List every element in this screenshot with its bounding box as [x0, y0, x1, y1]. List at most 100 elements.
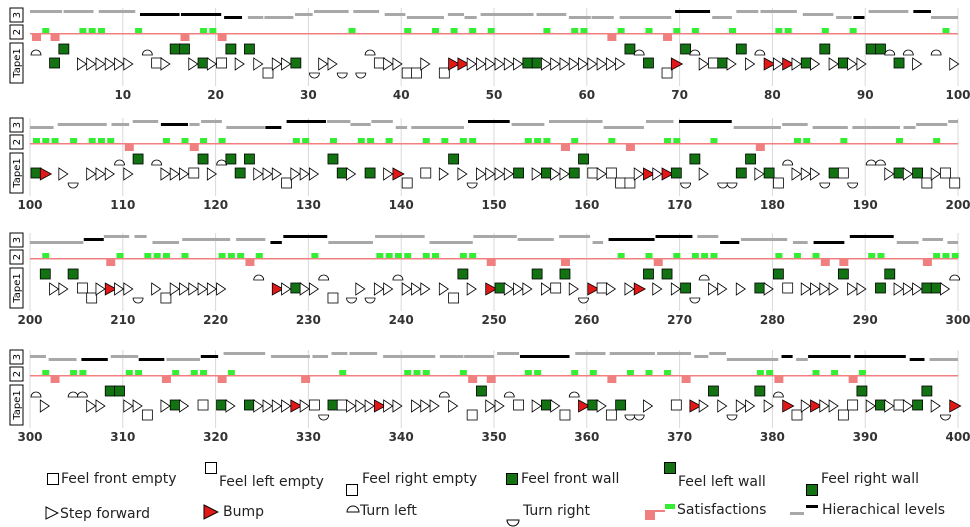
level-bar-black — [200, 355, 219, 358]
level-bar-black — [853, 16, 865, 19]
turn-left-mark — [30, 49, 42, 56]
step-forward-mark — [160, 167, 171, 181]
step-forward-mark — [513, 282, 524, 296]
tick-label: 30 — [300, 88, 317, 102]
satisfaction-positive — [200, 138, 208, 143]
satisfaction-negative — [820, 259, 830, 266]
feel-empty-mark — [949, 177, 961, 189]
feel-wall-mark — [763, 167, 775, 179]
level-bar-gray — [314, 10, 349, 13]
bump-mark — [810, 399, 823, 413]
satisfaction-baseline — [30, 258, 958, 260]
step-forward-mark — [568, 282, 579, 296]
satisfaction-positive — [218, 138, 226, 143]
feel-wall-mark — [680, 282, 691, 294]
turn-right-mark — [336, 72, 348, 79]
feel-wall-mark — [494, 282, 506, 294]
step-forward-mark — [151, 282, 162, 296]
level-bar-gray — [760, 10, 797, 13]
feel-empty-mark — [661, 67, 673, 79]
level-bar-gray — [166, 358, 200, 361]
feel-wall-mark — [921, 385, 933, 397]
satisfaction-positive — [367, 138, 375, 143]
bump-mark — [689, 399, 702, 413]
step-forward-mark — [383, 167, 394, 181]
level-bar-black — [655, 235, 693, 238]
tick-label: 370 — [667, 430, 692, 444]
step-forward-mark — [49, 282, 60, 296]
satisfaction-positive — [664, 370, 672, 375]
step-forward-mark — [123, 282, 134, 296]
tick-label: 60 — [578, 88, 595, 102]
tick-label: 210 — [110, 313, 135, 327]
bump-icon — [203, 504, 219, 520]
satisfaction-positive — [673, 28, 681, 33]
turn-left-mark — [141, 49, 153, 56]
step-forward-mark — [865, 399, 876, 413]
tick-label: 230 — [296, 313, 321, 327]
level-bar-black — [265, 126, 282, 129]
step-forward-mark — [559, 167, 570, 181]
level-bar-black — [467, 120, 510, 123]
step-forward-mark — [476, 57, 487, 71]
step-forward-mark — [123, 399, 134, 413]
feel-wall-mark — [643, 57, 654, 69]
turn-left-mark — [318, 274, 330, 281]
step-forward-mark — [698, 399, 709, 413]
level-bar-gray — [603, 126, 644, 129]
satisfaction-positive — [617, 253, 625, 258]
level-bar-black — [813, 241, 845, 244]
satisfaction-positive — [441, 138, 449, 143]
bump-mark — [271, 282, 285, 296]
level-bar-gray — [592, 241, 604, 244]
step-forward-mark — [652, 282, 663, 296]
level-bar-black — [270, 241, 282, 244]
step-forward-mark — [95, 57, 106, 71]
bump-mark — [448, 57, 461, 71]
step-forward-mark — [568, 57, 579, 71]
satisfaction-positive — [534, 370, 542, 375]
step-forward-mark — [123, 57, 134, 71]
step-forward-mark — [828, 399, 839, 413]
row-label: Tape1 — [12, 48, 23, 78]
satisfaction-positive — [394, 253, 402, 258]
step-forward-mark — [438, 282, 450, 296]
satisfaction-positive — [877, 253, 885, 258]
feel-empty-mark — [466, 409, 478, 421]
satisfaction-positive — [107, 138, 115, 143]
satisfaction-positive — [144, 253, 152, 258]
feel-empty-mark — [605, 167, 617, 179]
level-bar-gray — [30, 355, 46, 358]
feel-wall-mark — [290, 282, 302, 294]
step-forward-mark — [420, 57, 431, 71]
satisfaction-negative — [848, 376, 858, 383]
step-forward-mark — [550, 399, 561, 413]
step-forward-mark — [494, 399, 505, 413]
satisfaction-positive — [135, 28, 143, 33]
turn-left-mark — [253, 274, 265, 281]
step-forward-mark — [791, 167, 802, 181]
satisfaction-positive — [691, 28, 699, 33]
step-forward-mark — [810, 167, 821, 181]
feel-empty-mark — [373, 57, 385, 69]
satisfaction-positive — [469, 28, 477, 33]
step-forward-mark — [466, 282, 477, 296]
step-forward-mark — [383, 399, 394, 413]
satisfaction-positive — [645, 370, 653, 375]
level-bar-gray — [947, 241, 958, 244]
feel-wall-mark — [327, 153, 339, 165]
feel-empty-mark — [837, 409, 849, 421]
step-forward-mark — [234, 57, 245, 71]
row-label-box — [9, 384, 24, 426]
level-bar-gray — [929, 358, 958, 361]
feel-wall-mark — [67, 268, 79, 280]
turn-right-mark — [67, 182, 79, 189]
level-bar-gray — [189, 123, 200, 126]
satisfaction-positive — [617, 28, 625, 33]
satisfaction-positive — [200, 28, 208, 33]
level-bar-gray — [868, 10, 909, 13]
step-forward-mark — [476, 167, 487, 181]
feel-wall-mark — [327, 399, 339, 411]
level-bar-black — [909, 358, 925, 361]
step-forward-mark — [364, 399, 375, 413]
